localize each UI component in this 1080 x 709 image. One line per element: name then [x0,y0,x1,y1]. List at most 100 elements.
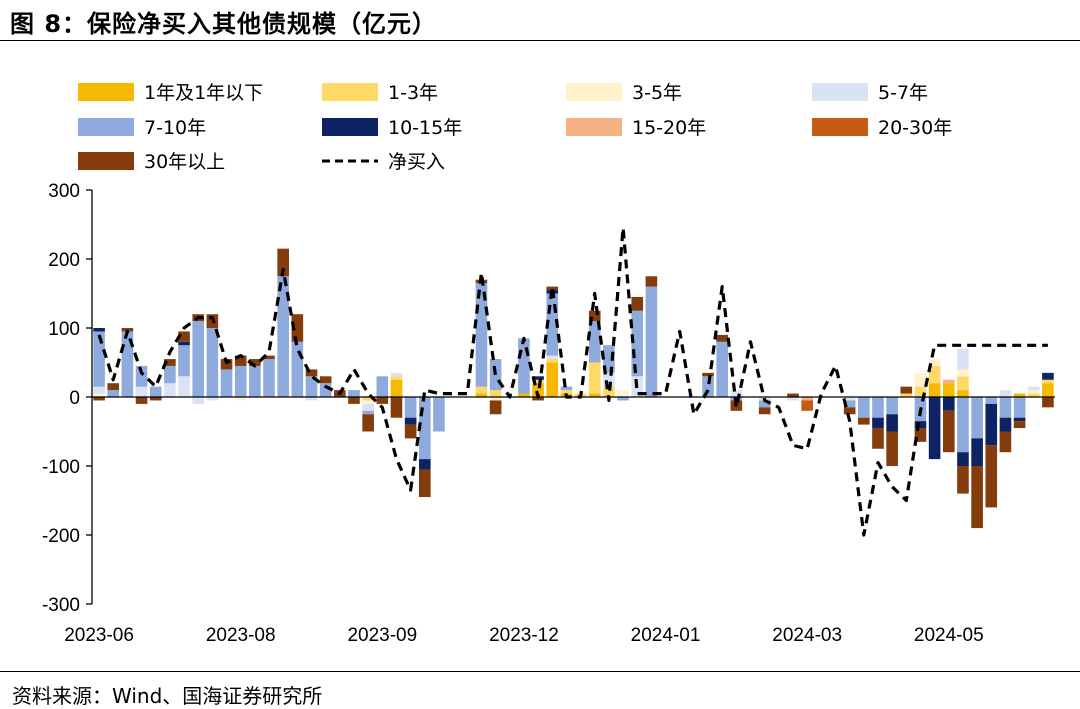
bar-segment [758,400,771,408]
bar-segment [390,397,403,418]
bar-segment [518,393,530,397]
legend-label: 20-30年 [878,117,952,139]
bar-segment [546,359,559,363]
bar-segment [914,372,927,387]
bar-segment [999,397,1012,418]
bar-segment [178,345,190,377]
bar-segment [957,466,969,494]
bar-segment [1027,390,1040,394]
bar-segment [234,397,247,401]
legend-swatch [812,118,868,136]
bar-segment [93,397,105,401]
bar-segment [914,428,927,442]
bar-segment [249,365,261,397]
bar-segment [135,365,148,387]
bar-segment [376,376,389,397]
bar-segment [886,397,898,415]
legend-swatch [322,83,378,101]
bar-segment [390,376,403,380]
bar-segment [532,383,544,397]
bar-segment [164,383,176,397]
bar-segment [135,397,148,404]
bar-segment [971,466,983,529]
bar-segment [942,379,955,384]
bar-segment [546,286,559,291]
bar-segment [801,397,813,401]
bar-segment [348,397,360,404]
bar-segment [843,397,856,401]
bar-segment [404,397,417,418]
bar-segment [603,345,615,373]
bar-segment [886,431,898,466]
bar-segment [787,393,799,397]
bar-segment [985,403,998,446]
bar-segment [178,341,190,346]
bar-segment [532,397,544,401]
y-tick-label: 300 [48,181,80,202]
bar-segment [93,328,105,332]
bar-segment [603,386,615,397]
bar-segment [631,310,644,377]
bar-segment [1042,397,1054,408]
bar-segment [1027,386,1040,391]
y-tick-label: 200 [48,250,80,271]
y-tick-label: -100 [42,457,80,478]
legend-swatch [812,83,868,101]
bar-segment [362,397,374,401]
bar-segment [1013,417,1026,422]
bar-segment [234,365,247,397]
bar-segment [801,400,813,411]
bar-segment [489,390,502,397]
bar-segment [730,390,743,397]
bar-segment [914,386,927,397]
bar-segment [489,400,502,415]
bar-segment [178,331,190,342]
bar-segment [914,421,927,429]
bar-segment [263,359,275,397]
bar-segment [532,376,544,380]
bar-segment [985,397,998,404]
legend-swatch [78,83,134,101]
legend: 1年及1年以下 1-3年 3-5年 5-7年 7-10年 10-15年 15-20年 20-3… [78,82,952,173]
bar-segment [928,359,941,366]
bar-segment [900,386,913,394]
bar-segment [999,390,1012,397]
bar-segment [404,424,417,439]
bar-segment [957,390,969,397]
bar-segment [418,469,431,498]
bar-segment [716,334,729,342]
bar-segment [928,365,941,384]
bar-segment [957,348,969,370]
bar-segment [234,355,247,366]
bar-segment [164,359,176,366]
bar-segment [560,386,573,391]
bar-segment [121,331,134,397]
bar-segment [1013,421,1026,429]
bar-segment [985,445,998,508]
bar-segment [560,390,573,394]
source-note: 资料来源：Wind、国海证券研究所 [12,684,323,708]
bar-segment [957,376,969,391]
bar-segment [305,376,318,397]
bar-segment [999,431,1012,453]
bar-segment [178,376,190,397]
x-tick-label: 2023-08 [206,625,276,646]
bar-segment [475,283,488,387]
bar-segment [93,393,105,397]
bar-segment [348,390,360,397]
bar-segment [942,410,955,453]
bar-segment [305,369,318,377]
bar-segment [418,397,431,460]
bar-segment [107,390,120,397]
bar-segment [645,286,658,397]
bar-segment [971,438,983,466]
y-tick-label: 100 [48,319,80,340]
legend-label: 1年及1年以下 [144,82,263,104]
bar-segment [206,328,219,397]
bar-segment [249,359,261,366]
bar-segment [164,365,176,384]
bar-segment [107,383,120,391]
bar-segment [93,331,105,387]
bar-segment [758,407,771,415]
bar-segment [277,276,289,397]
